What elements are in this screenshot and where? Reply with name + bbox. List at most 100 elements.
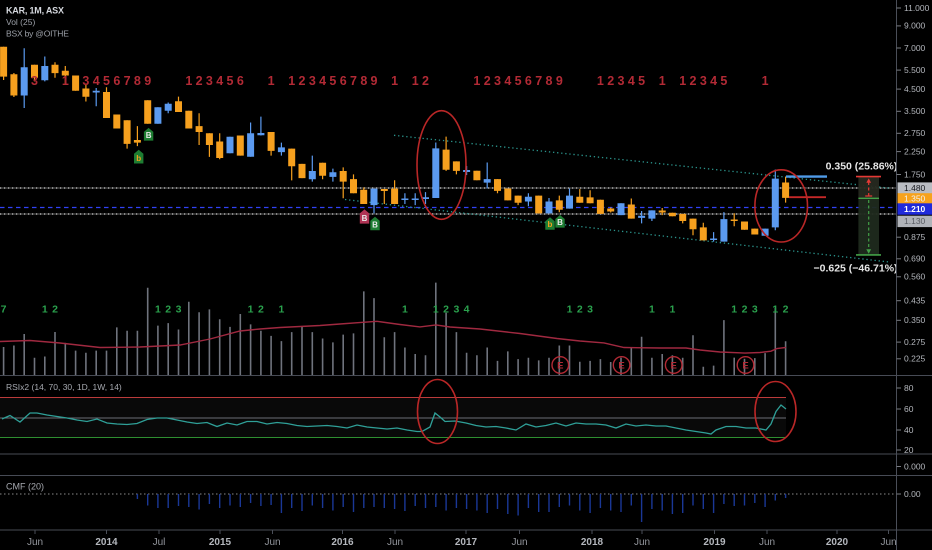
svg-text:2: 2 <box>783 304 789 316</box>
svg-text:1: 1 <box>62 74 69 88</box>
svg-text:1: 1 <box>402 304 408 316</box>
svg-text:0.000: 0.000 <box>904 461 926 471</box>
svg-text:7: 7 <box>1 304 7 316</box>
svg-text:1: 1 <box>669 304 675 316</box>
svg-text:2015: 2015 <box>209 537 232 548</box>
svg-text:2: 2 <box>742 304 748 316</box>
svg-text:1.480: 1.480 <box>904 183 926 193</box>
svg-text:3: 3 <box>587 304 593 316</box>
svg-text:0.560: 0.560 <box>904 272 926 282</box>
svg-text:1: 1 <box>268 74 275 88</box>
svg-text:E: E <box>671 361 677 372</box>
svg-text:1.210: 1.210 <box>904 204 926 214</box>
svg-text:Vol (25): Vol (25) <box>6 17 35 27</box>
svg-text:60: 60 <box>904 404 914 414</box>
svg-text:1: 1 <box>762 74 769 88</box>
svg-text:2: 2 <box>607 74 614 88</box>
svg-text:RSIx2 (14, 70, 30, 1D, 1W, 14): RSIx2 (14, 70, 30, 1D, 1W, 14) <box>6 382 122 392</box>
svg-text:3: 3 <box>618 74 625 88</box>
svg-text:4: 4 <box>319 74 326 88</box>
svg-text:1: 1 <box>473 74 480 88</box>
svg-text:E: E <box>742 361 748 372</box>
svg-text:0.690: 0.690 <box>904 254 926 264</box>
svg-text:4: 4 <box>504 74 511 88</box>
svg-text:Jun: Jun <box>511 537 527 548</box>
svg-text:2: 2 <box>484 74 491 88</box>
svg-text:2: 2 <box>577 304 583 316</box>
svg-text:2017: 2017 <box>455 537 478 548</box>
svg-text:E: E <box>618 361 624 372</box>
svg-text:1.350: 1.350 <box>904 194 926 204</box>
svg-text:1: 1 <box>567 304 573 316</box>
svg-text:2.250: 2.250 <box>904 146 926 156</box>
svg-text:4: 4 <box>216 74 223 88</box>
svg-text:9: 9 <box>144 74 151 88</box>
svg-text:5: 5 <box>103 74 110 88</box>
svg-text:3.500: 3.500 <box>904 106 926 116</box>
svg-text:11.000: 11.000 <box>904 3 930 13</box>
svg-text:1: 1 <box>42 304 48 316</box>
svg-text:5: 5 <box>638 74 645 88</box>
svg-text:6: 6 <box>340 74 347 88</box>
svg-text:1: 1 <box>391 74 398 88</box>
svg-text:BSX by @OITHE: BSX by @OITHE <box>6 28 69 38</box>
svg-text:4.500: 4.500 <box>904 84 926 94</box>
svg-text:0.350: 0.350 <box>904 315 926 325</box>
svg-text:1: 1 <box>649 304 655 316</box>
svg-text:2019: 2019 <box>703 537 726 548</box>
svg-text:B: B <box>362 214 368 223</box>
svg-text:E: E <box>557 361 563 372</box>
svg-text:8: 8 <box>360 74 367 88</box>
svg-text:5: 5 <box>227 74 234 88</box>
svg-text:6: 6 <box>113 74 120 88</box>
svg-text:KAR, 1M, ASX: KAR, 1M, ASX <box>6 6 64 16</box>
svg-text:7: 7 <box>124 74 131 88</box>
svg-text:b: b <box>136 154 141 163</box>
svg-text:3: 3 <box>700 74 707 88</box>
svg-text:4: 4 <box>93 74 100 88</box>
svg-text:1: 1 <box>659 74 666 88</box>
svg-text:5: 5 <box>515 74 522 88</box>
svg-text:2: 2 <box>443 304 449 316</box>
svg-text:1: 1 <box>288 74 295 88</box>
svg-text:5.500: 5.500 <box>904 65 926 75</box>
svg-text:2: 2 <box>196 74 203 88</box>
svg-text:B: B <box>557 218 563 227</box>
svg-text:6: 6 <box>237 74 244 88</box>
svg-text:1.750: 1.750 <box>904 169 926 179</box>
svg-text:3: 3 <box>309 74 316 88</box>
svg-text:1.130: 1.130 <box>904 216 926 226</box>
svg-text:4: 4 <box>628 74 635 88</box>
svg-text:0.00: 0.00 <box>904 489 921 499</box>
svg-text:0.275: 0.275 <box>904 337 926 347</box>
svg-text:Jun: Jun <box>759 537 775 548</box>
svg-text:1: 1 <box>772 304 778 316</box>
svg-text:3: 3 <box>453 304 459 316</box>
svg-text:2: 2 <box>299 74 306 88</box>
svg-text:6: 6 <box>525 74 532 88</box>
svg-text:1: 1 <box>248 304 254 316</box>
svg-text:2020: 2020 <box>826 537 849 548</box>
svg-text:20: 20 <box>904 445 914 455</box>
svg-text:1: 1 <box>731 304 737 316</box>
svg-text:1: 1 <box>185 74 192 88</box>
svg-text:7.000: 7.000 <box>904 43 926 53</box>
svg-text:9.000: 9.000 <box>904 21 926 31</box>
svg-text:−0.625 (−46.71%): −0.625 (−46.71%) <box>813 263 897 275</box>
svg-text:0.350 (25.86%): 0.350 (25.86%) <box>826 161 898 173</box>
svg-text:5: 5 <box>720 74 727 88</box>
svg-text:3: 3 <box>82 74 89 88</box>
svg-text:4: 4 <box>464 304 470 316</box>
svg-text:7: 7 <box>535 74 542 88</box>
svg-text:2: 2 <box>165 304 171 316</box>
svg-text:0.435: 0.435 <box>904 296 926 306</box>
svg-text:2: 2 <box>52 304 58 316</box>
svg-text:1: 1 <box>155 304 161 316</box>
svg-text:9: 9 <box>371 74 378 88</box>
svg-text:B: B <box>146 131 152 140</box>
svg-text:1: 1 <box>679 74 686 88</box>
svg-text:b: b <box>548 220 553 229</box>
svg-text:7: 7 <box>350 74 357 88</box>
svg-text:1: 1 <box>278 304 284 316</box>
svg-text:2014: 2014 <box>95 537 118 548</box>
